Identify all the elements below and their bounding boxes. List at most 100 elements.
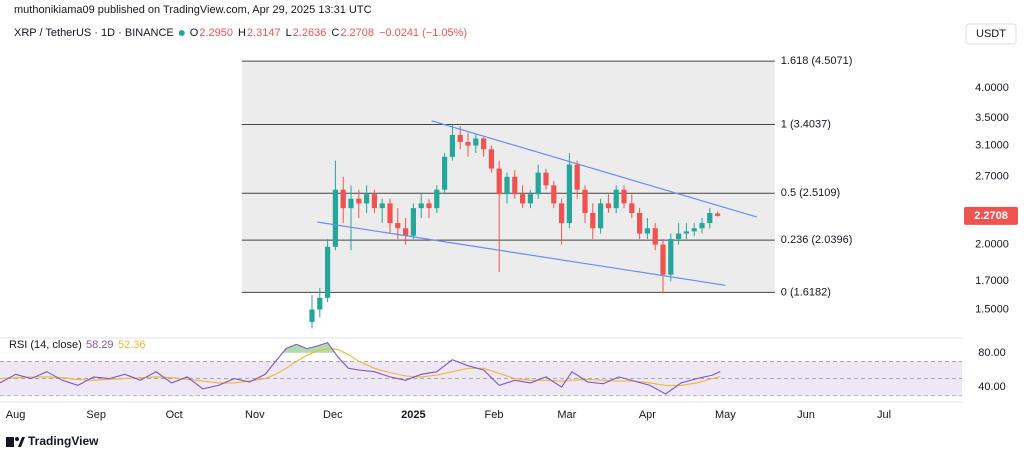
candle-body — [535, 172, 541, 195]
candle-body — [699, 223, 705, 229]
trendline — [317, 221, 726, 286]
candle-body — [613, 189, 619, 209]
candle-body — [676, 233, 682, 239]
candle-body — [566, 164, 572, 224]
x-tick-label: Dec — [323, 409, 343, 421]
x-tick-label: Sep — [86, 409, 106, 421]
candle-body — [668, 238, 674, 275]
last-price-label: 2.2708 — [974, 210, 1008, 222]
candle-body — [504, 176, 510, 195]
symbol: XRP / TetherUS · 1D · BINANCE — [14, 27, 174, 39]
candle-body — [379, 203, 385, 209]
candle-body — [457, 134, 463, 142]
publisher-line: muthonikiama09 published on TradingView.… — [14, 4, 372, 16]
candle-body — [356, 198, 362, 204]
x-tick-label: Apr — [639, 409, 656, 421]
candle-body — [512, 176, 518, 195]
fib-label: 1.618 (4.5071) — [781, 55, 853, 67]
candle-body — [309, 309, 315, 322]
candle-body — [621, 189, 627, 204]
candle-body — [410, 208, 416, 236]
candle-body — [598, 203, 604, 229]
candle-body — [644, 228, 650, 234]
candle-body — [481, 138, 487, 150]
candle-body — [551, 185, 557, 204]
fib-label: 0.236 (2.0396) — [781, 234, 853, 246]
fib-label: 0.5 (2.5109) — [781, 187, 840, 199]
y-tick-label: 4.0000 — [975, 82, 1009, 94]
candle-body — [520, 194, 526, 204]
x-tick-label: Nov — [245, 409, 265, 421]
y-tick-label: 3.5000 — [975, 112, 1009, 124]
rsi-title: RSI (14, close) — [9, 339, 82, 351]
ohlc-value: 2.2708 — [340, 27, 374, 39]
candle-body — [559, 203, 565, 224]
candle-body — [387, 203, 393, 224]
candle-body — [683, 231, 689, 234]
candle-body — [605, 203, 611, 209]
currency-box — [965, 23, 1017, 45]
y-tick-label: 2.0000 — [975, 238, 1009, 250]
candle-body — [691, 228, 697, 232]
fib-shade — [241, 61, 775, 293]
candle-body — [660, 244, 666, 275]
logo — [6, 437, 25, 447]
last-price-box — [964, 206, 1018, 225]
ohlc-value: 2.2636 — [293, 27, 327, 39]
currency: USDT — [976, 28, 1006, 40]
y-tick-label: 2.7000 — [975, 171, 1009, 183]
candle-body — [442, 156, 448, 190]
x-tick-label: May — [715, 409, 736, 421]
candle-body — [574, 164, 580, 190]
ohlc-key: O — [190, 27, 199, 39]
rsi-ma-value: 52.36 — [118, 339, 146, 351]
brand: TradingView — [28, 434, 99, 448]
rsi-tick-label: 80.00 — [978, 347, 1006, 359]
y-tick-label: 1.5000 — [975, 303, 1009, 315]
ohlc-value: 2.2950 — [199, 27, 233, 39]
candle-body — [364, 194, 370, 204]
ohlc-key: L — [286, 27, 292, 39]
candle-body — [465, 141, 471, 146]
candle-body — [371, 194, 377, 209]
x-tick-label: 2025 — [401, 409, 425, 421]
price-pane — [241, 60, 775, 329]
candle-body — [418, 203, 424, 209]
candle-body — [340, 189, 346, 209]
rsi-value: 58.29 — [86, 339, 114, 351]
trendline — [431, 120, 757, 218]
candle-body — [434, 189, 440, 209]
x-tick-label: Jul — [877, 409, 891, 421]
candle-body — [403, 228, 409, 236]
y-tick-label: 3.1000 — [975, 140, 1009, 152]
fib-label: 1 (3.4037) — [781, 118, 831, 130]
rsi-line — [0, 341, 721, 395]
candle-body — [426, 203, 432, 209]
candle-body — [488, 149, 494, 169]
candle-body — [629, 203, 635, 214]
candle-body — [637, 213, 643, 234]
candle-body — [496, 168, 502, 195]
candle-body — [527, 194, 533, 204]
candle-body — [543, 172, 549, 186]
candle-body — [715, 213, 721, 216]
status-dot — [178, 30, 185, 36]
candle-body — [449, 134, 455, 157]
candle-body — [590, 213, 596, 229]
y-tick-label: 1.7000 — [975, 275, 1009, 287]
x-tick-label: Aug — [6, 409, 26, 421]
candle-body — [395, 223, 401, 229]
fib-label: 0 (1.6182) — [781, 286, 831, 298]
candle-body — [652, 228, 658, 245]
change: −0.0241 (−1.05%) — [379, 27, 467, 39]
ohlc-key: C — [331, 27, 339, 39]
x-tick-label: Feb — [485, 409, 504, 421]
candle-body — [473, 138, 479, 146]
rsi-ma-line — [0, 348, 721, 386]
ohlc-value: 2.3147 — [247, 27, 281, 39]
candle-body — [582, 189, 588, 214]
x-tick-label: Mar — [557, 409, 576, 421]
candle-body — [332, 189, 338, 247]
x-tick-label: Oct — [166, 409, 183, 421]
